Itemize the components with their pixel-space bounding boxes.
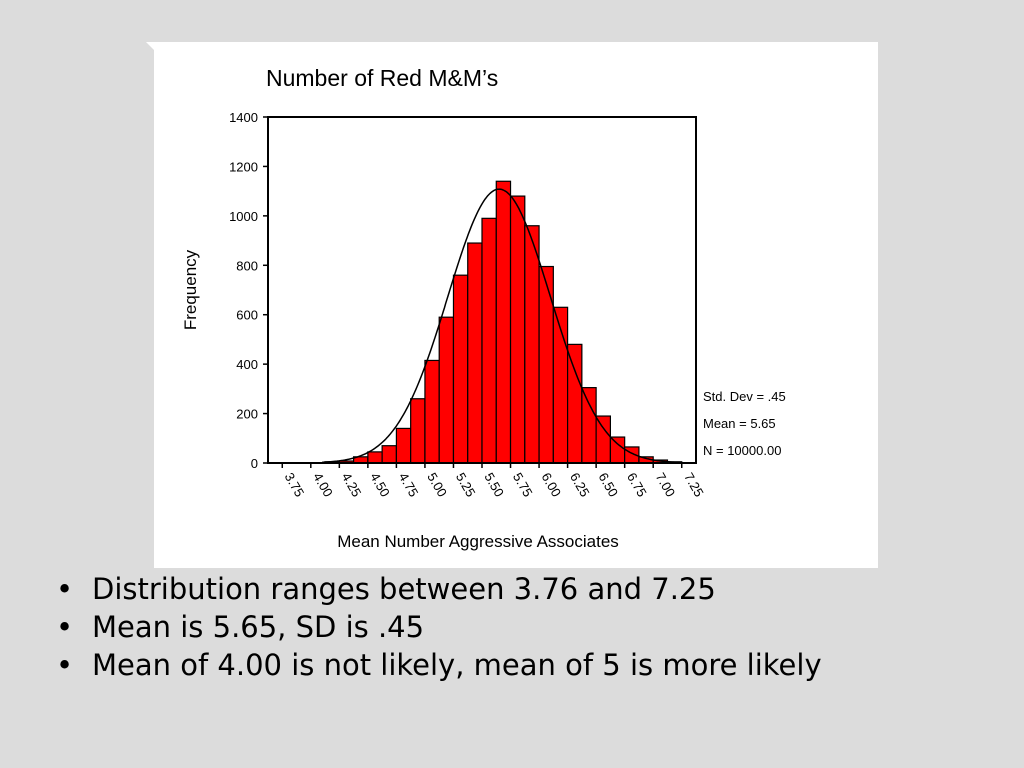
y-tick-label: 800	[236, 258, 258, 273]
y-tick-label: 600	[236, 308, 258, 323]
x-axis-label: Mean Number Aggressive Associates	[337, 532, 619, 551]
stats-box: Std. Dev = .45 Mean = 5.65 N = 10000.00	[703, 389, 786, 458]
y-tick-label: 1000	[229, 209, 258, 224]
y-axis: 0 200 400 600 800 1000 1200 1400	[229, 110, 268, 471]
histogram-bar	[467, 242, 483, 464]
histogram-bar	[410, 398, 426, 464]
histogram-bar	[538, 265, 554, 464]
bars-group	[324, 180, 683, 464]
histogram-bar	[481, 217, 497, 464]
histogram-bar	[509, 195, 526, 464]
bullet-item: Mean of 4.00 is not likely, mean of 5 is…	[56, 646, 822, 684]
histogram-bar	[452, 274, 469, 464]
histogram-bar	[495, 180, 512, 464]
stats-line: N = 10000.00	[703, 443, 781, 458]
histogram-bar	[395, 427, 412, 464]
y-tick-label: 400	[236, 357, 258, 372]
histogram-bar	[524, 225, 540, 464]
stats-line: Std. Dev = .45	[703, 389, 786, 404]
y-tick-label: 1200	[229, 159, 258, 174]
histogram-bar	[438, 316, 455, 464]
histogram-bar	[581, 387, 597, 464]
bullet-item: Mean is 5.65, SD is .45	[56, 608, 822, 646]
histogram-bar	[566, 343, 583, 464]
normal-curve	[322, 188, 682, 464]
histogram-bar	[381, 445, 397, 464]
chart-title: Number of Red M&M’s	[266, 65, 498, 91]
histogram-bar	[609, 436, 626, 464]
stats-line: Mean = 5.65	[703, 416, 776, 431]
y-tick-label: 0	[251, 456, 258, 471]
y-tick-label: 200	[236, 407, 258, 422]
y-tick-label: 1400	[229, 110, 258, 125]
histogram-bar	[424, 359, 440, 464]
histogram-bar	[367, 451, 383, 464]
bullet-list: Distribution ranges between 3.76 and 7.2…	[56, 570, 822, 684]
histogram-bar	[595, 415, 612, 464]
bullet-item: Distribution ranges between 3.76 and 7.2…	[56, 570, 822, 608]
y-axis-label: Frequency	[181, 249, 200, 330]
